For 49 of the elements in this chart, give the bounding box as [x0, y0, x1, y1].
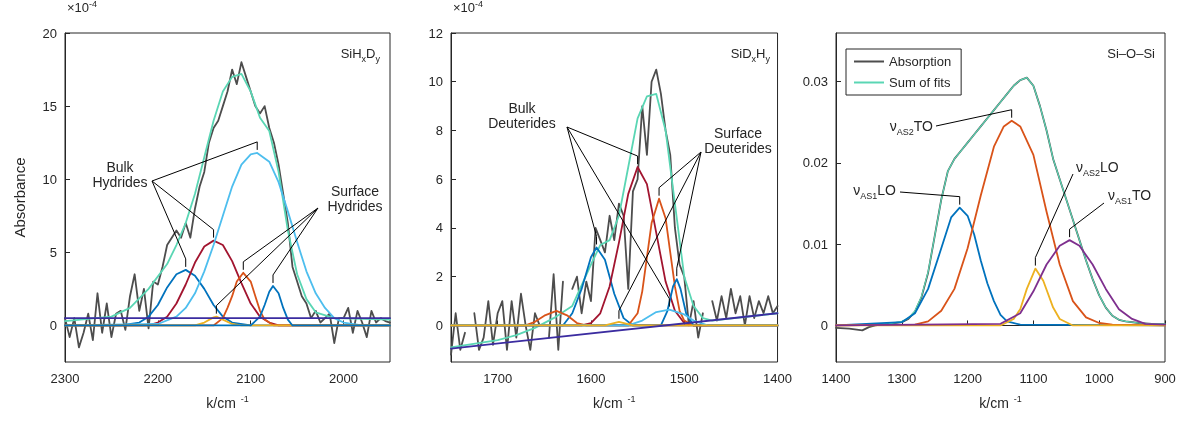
x-tick-label: 1200 — [953, 371, 983, 386]
annotation: ν$_{AS2}$TO — [889, 118, 933, 137]
x-tick-label: 1700 — [483, 371, 513, 386]
y-tick-label: 2 — [435, 269, 443, 285]
x-tick-label: 1300 — [887, 371, 917, 386]
x-axis-title: k/cm -1 — [979, 393, 1022, 411]
y-tick-label: 4 — [435, 220, 443, 236]
x-tick-label: 900 — [1154, 371, 1176, 386]
y-tick-label: 0.01 — [802, 236, 828, 252]
y-tick-label: 0 — [435, 317, 443, 333]
y-tick-label: 10 — [428, 74, 443, 90]
x-tick-label: 1400 — [821, 371, 851, 386]
text: SiH$_{x}$D$_{y}$ — [340, 46, 380, 64]
text: ×10$^{-4}$ — [453, 0, 484, 15]
annotation: Bulk Hydrides — [91, 159, 149, 190]
annotation: ν$_{AS1}$TO — [1108, 187, 1152, 206]
x-tick-label: 1100 — [1019, 371, 1048, 386]
y-tick-label: 0 — [49, 317, 57, 333]
y-tick-label: 20 — [42, 25, 57, 41]
y-tick-label: 0.03 — [802, 74, 828, 90]
x-tick-label: 1400 — [763, 371, 792, 386]
annotation: Surface Deuterides — [703, 125, 773, 156]
x-tick-label: 2200 — [143, 371, 173, 386]
annotation: Bulk Deuterides — [487, 100, 557, 131]
annotation: ν$_{AS2}$LO — [1076, 159, 1119, 178]
y-tick-label: 5 — [49, 244, 57, 260]
legend-label: Absorption — [889, 54, 952, 69]
annotation: ν$_{AS1}$LO — [853, 182, 896, 201]
y-tick-label: 10 — [42, 171, 57, 187]
y-tick-label: 0.02 — [802, 155, 828, 171]
y-tick-label: 8 — [435, 122, 443, 138]
y-axis-title: Absorbance — [11, 157, 28, 238]
text: SiD$_{x}$H$_{y}$ — [730, 46, 770, 64]
y-tick-label: 0 — [820, 317, 828, 333]
y-tick-label: 12 — [428, 25, 443, 41]
legend-label: Sum of fits — [889, 75, 951, 90]
y-tick-label: 6 — [435, 171, 443, 187]
x-tick-label: 1000 — [1084, 371, 1114, 386]
y-tick-label: 15 — [42, 98, 57, 114]
x-tick-label: 2000 — [329, 371, 359, 386]
text: Si–O–Si — [1107, 46, 1155, 61]
x-tick-label: 2300 — [50, 371, 80, 386]
x-axis-title: k/cm -1 — [593, 393, 636, 411]
annotation: Surface Hydrides — [326, 183, 384, 214]
x-tick-label: 2100 — [236, 371, 266, 386]
x-axis-title: k/cm -1 — [206, 393, 249, 411]
text: ×10$^{-4}$ — [67, 0, 98, 15]
x-tick-label: 1500 — [669, 371, 699, 386]
x-tick-label: 1600 — [576, 371, 606, 386]
